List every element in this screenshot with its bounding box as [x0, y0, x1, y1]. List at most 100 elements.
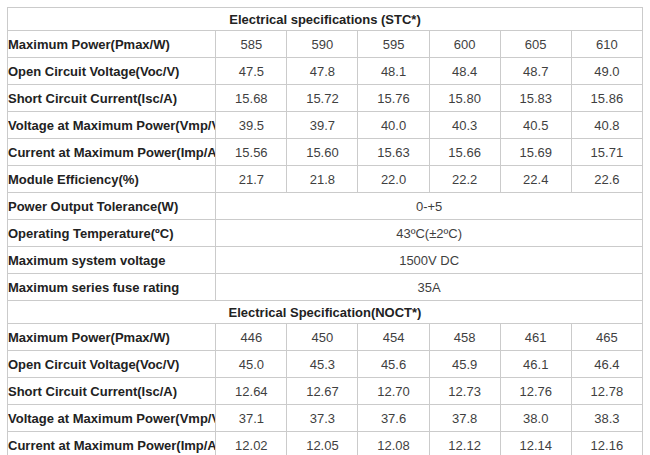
spec-label: Module Efficiency(%): [8, 166, 216, 193]
spec-value: 12.08: [358, 432, 429, 455]
table-row: Power Output Tolerance(W) 0-+5: [8, 193, 643, 220]
spec-value: 15.56: [216, 139, 287, 166]
table-row: Module Efficiency(%) 21.7 21.8 22.0 22.2…: [8, 166, 643, 193]
spec-value: 15.68: [216, 85, 287, 112]
spec-value: 12.67: [287, 378, 358, 405]
spec-value: 37.6: [358, 405, 429, 432]
spec-value: 458: [429, 324, 500, 351]
spec-table-container: Electrical specifications (STC*) Maximum…: [7, 7, 643, 455]
spec-value: 40.3: [429, 112, 500, 139]
spec-value: 39.7: [287, 112, 358, 139]
spec-value: 12.64: [216, 378, 287, 405]
spec-label: Short Circuit Current(Isc/A): [8, 378, 216, 405]
table-row: Maximum system voltage 1500V DC: [8, 247, 643, 274]
spec-value: 45.9: [429, 351, 500, 378]
spec-value: 37.1: [216, 405, 287, 432]
spec-value: 465: [571, 324, 642, 351]
spec-value: 45.6: [358, 351, 429, 378]
table-row: Current at Maximum Power(Imp/A) 12.02 12…: [8, 432, 643, 455]
table-row: Operating Temperature(ºC) 43ºC(±2ºC): [8, 220, 643, 247]
table-row: Open Circuit Voltage(Voc/V) 47.5 47.8 48…: [8, 58, 643, 85]
table-row: Short Circuit Current(Isc/A) 12.64 12.67…: [8, 378, 643, 405]
spec-label: Operating Temperature(ºC): [8, 220, 216, 247]
spec-value: 46.1: [500, 351, 571, 378]
spec-value: 15.76: [358, 85, 429, 112]
spec-value: 47.8: [287, 58, 358, 85]
spec-value: 48.4: [429, 58, 500, 85]
spec-value: 22.2: [429, 166, 500, 193]
spec-value: 21.8: [287, 166, 358, 193]
spec-value: 22.0: [358, 166, 429, 193]
spec-value: 12.78: [571, 378, 642, 405]
spec-value: 15.72: [287, 85, 358, 112]
spec-label: Maximum system voltage: [8, 247, 216, 274]
spec-value: 15.60: [287, 139, 358, 166]
stc-section-title: Electrical specifications (STC*): [8, 8, 643, 31]
spec-value: 39.5: [216, 112, 287, 139]
spec-label: Current at Maximum Power(Imp/A): [8, 432, 216, 455]
spec-value: 21.7: [216, 166, 287, 193]
spec-value: 454: [358, 324, 429, 351]
spec-value: 12.12: [429, 432, 500, 455]
spec-value: 15.83: [500, 85, 571, 112]
spec-value: 461: [500, 324, 571, 351]
spec-value: 15.80: [429, 85, 500, 112]
spec-value: 45.0: [216, 351, 287, 378]
spec-value: 0-+5: [216, 193, 643, 220]
spec-value: 1500V DC: [216, 247, 643, 274]
spec-label: Short Circuit Current(Isc/A): [8, 85, 216, 112]
spec-value: 40.5: [500, 112, 571, 139]
spec-value: 45.3: [287, 351, 358, 378]
spec-value: 22.6: [571, 166, 642, 193]
spec-label: Maximum Power(Pmax/W): [8, 31, 216, 58]
spec-label: Voltage at Maximum Power(Vmp/V): [8, 112, 216, 139]
spec-value: 585: [216, 31, 287, 58]
spec-value: 600: [429, 31, 500, 58]
table-row: Maximum Power(Pmax/W) 446 450 454 458 46…: [8, 324, 643, 351]
electrical-spec-table: Electrical specifications (STC*) Maximum…: [7, 7, 643, 455]
spec-value: 12.05: [287, 432, 358, 455]
spec-value: 450: [287, 324, 358, 351]
spec-value: 43ºC(±2ºC): [216, 220, 643, 247]
spec-value: 46.4: [571, 351, 642, 378]
spec-value: 605: [500, 31, 571, 58]
spec-value: 595: [358, 31, 429, 58]
spec-value: 37.8: [429, 405, 500, 432]
spec-value: 446: [216, 324, 287, 351]
spec-value: 12.14: [500, 432, 571, 455]
noct-section-header-row: Electrical Specification(NOCT*): [8, 301, 643, 324]
table-row: Open Circuit Voltage(Voc/V) 45.0 45.3 45…: [8, 351, 643, 378]
spec-label: Open Circuit Voltage(Voc/V): [8, 58, 216, 85]
spec-value: 15.86: [571, 85, 642, 112]
spec-value: 12.02: [216, 432, 287, 455]
spec-value: 12.73: [429, 378, 500, 405]
spec-value: 48.1: [358, 58, 429, 85]
spec-value: 35A: [216, 274, 643, 301]
table-row: Short Circuit Current(Isc/A) 15.68 15.72…: [8, 85, 643, 112]
spec-value: 12.76: [500, 378, 571, 405]
table-row: Current at Maximum Power(Imp/A) 15.56 15…: [8, 139, 643, 166]
spec-value: 40.8: [571, 112, 642, 139]
spec-value: 47.5: [216, 58, 287, 85]
table-row: Voltage at Maximum Power(Vmp/V) 39.5 39.…: [8, 112, 643, 139]
spec-value: 37.3: [287, 405, 358, 432]
spec-label: Current at Maximum Power(Imp/A): [8, 139, 216, 166]
spec-value: 49.0: [571, 58, 642, 85]
spec-label: Maximum series fuse rating: [8, 274, 216, 301]
spec-value: 590: [287, 31, 358, 58]
table-row: Maximum series fuse rating 35A: [8, 274, 643, 301]
table-row: Voltage at Maximum Power(Vmp/V) 37.1 37.…: [8, 405, 643, 432]
spec-label: Open Circuit Voltage(Voc/V): [8, 351, 216, 378]
spec-label: Power Output Tolerance(W): [8, 193, 216, 220]
spec-value: 15.69: [500, 139, 571, 166]
spec-value: 40.0: [358, 112, 429, 139]
spec-label: Maximum Power(Pmax/W): [8, 324, 216, 351]
spec-value: 610: [571, 31, 642, 58]
table-row: Maximum Power(Pmax/W) 585 590 595 600 60…: [8, 31, 643, 58]
spec-label: Voltage at Maximum Power(Vmp/V): [8, 405, 216, 432]
spec-value: 15.63: [358, 139, 429, 166]
spec-value: 38.3: [571, 405, 642, 432]
spec-value: 22.4: [500, 166, 571, 193]
noct-section-title: Electrical Specification(NOCT*): [8, 301, 643, 324]
stc-section-header-row: Electrical specifications (STC*): [8, 8, 643, 31]
